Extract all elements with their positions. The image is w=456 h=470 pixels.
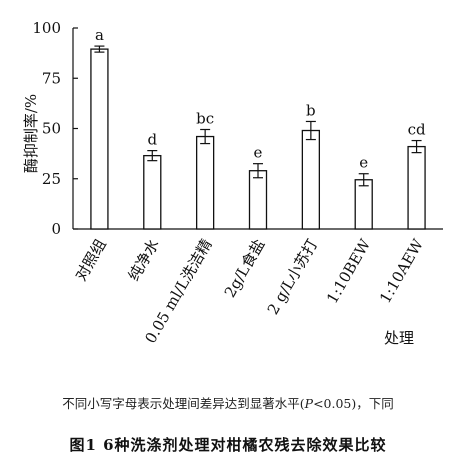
bar (354, 179, 373, 230)
note-suffix: <0.05)，下同 (313, 396, 394, 411)
significance-letter: e (254, 144, 263, 162)
y-axis-label: 酶抑制率/% (22, 94, 40, 173)
bar-series: a d bc e b e cd (90, 26, 426, 230)
x-category-label: 纯净水 (125, 236, 163, 284)
significance-letter: bc (196, 110, 214, 128)
bar (195, 135, 215, 230)
bar (248, 170, 268, 230)
significance-letter: d (147, 131, 157, 149)
x-category-label: 对照组 (72, 236, 110, 284)
significance-letter: cd (408, 121, 426, 139)
x-category-label: 2 g/L小苏打 (264, 236, 322, 318)
significance-letter: e (359, 154, 368, 172)
figure-caption: 图1 6种洗涤剂处理对柑橘农残去除效果比较 (69, 436, 387, 454)
x-category-label: 1:10BEW (323, 235, 374, 306)
y-tick-label: 100 (32, 19, 61, 37)
y-tick-label: 75 (42, 69, 61, 87)
y-tick-label: 0 (51, 220, 61, 238)
bar (407, 145, 426, 230)
bar (90, 48, 109, 230)
x-axis-label: 处理 (384, 329, 414, 347)
y-tick-label: 50 (42, 120, 61, 138)
bar (301, 129, 321, 230)
note-prefix: 不同小写字母表示处理间差异达到显著水平( (62, 396, 305, 411)
y-tick-labels: 0 25 50 75 100 (32, 19, 61, 238)
bar (143, 154, 162, 230)
y-tick-label: 25 (42, 170, 61, 188)
significance-note: 不同小写字母表示处理间差异达到显著水平(P<0.05)，下同 (0, 393, 456, 412)
significance-letter: a (95, 26, 104, 44)
significance-letter: b (306, 101, 316, 119)
note-p-symbol: P (304, 396, 314, 411)
x-category-label: 2g/L食盐 (221, 236, 269, 301)
x-category-label: 1:10AEW (376, 236, 427, 307)
